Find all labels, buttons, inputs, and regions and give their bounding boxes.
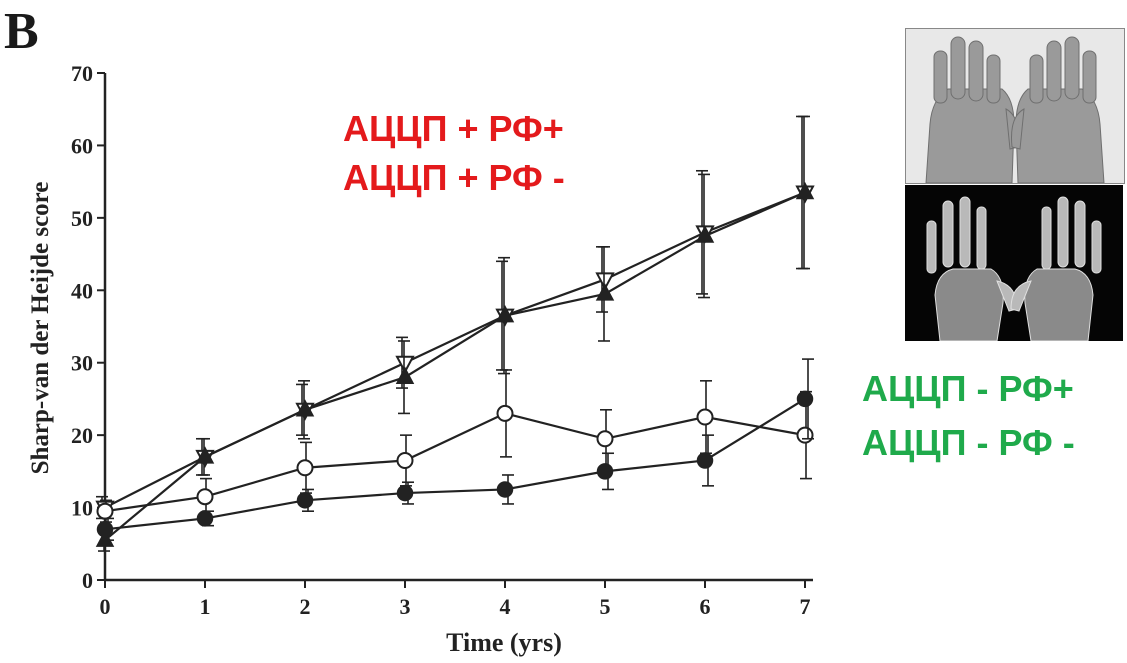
series-line-1 [104,191,806,542]
data-point-s1-7 [795,181,815,200]
data-point-s2-7 [796,426,814,444]
hands-xray [905,185,1123,341]
hands-photo-drawing [906,29,1124,183]
data-point-s3-7 [796,390,814,408]
data-point-s2-4 [496,404,514,422]
hands-xray-drawing [905,185,1123,341]
y-tick-label-0: 0 [82,568,93,593]
data-point-s2-2 [296,459,314,477]
series-line-2 [104,412,806,513]
data-point-s3-4 [496,481,514,498]
data-point-s1-4 [495,305,515,323]
legend-label-acpa-pos-rf-pos: АЦЦП + РФ+ [343,108,564,149]
data-point-s1-3 [395,366,415,384]
panel-label: B [4,3,39,60]
data-point-s3-3 [396,484,414,502]
y-tick-label-2: 20 [71,423,93,448]
chart-series [95,115,815,552]
hands-photo [905,28,1125,184]
data-point-s1-1 [195,446,215,464]
data-point-s1-5 [595,283,615,301]
legend-label-acpa-pos-rf-neg: АЦЦП + РФ - [343,157,565,198]
x-tick-label-5: 5 [600,594,611,619]
data-point-s1-6 [695,225,715,243]
series-3 [96,358,814,541]
data-point-s2-6 [696,408,714,426]
y-tick-label-3: 30 [71,351,93,376]
data-point-s2-3 [396,451,414,469]
data-point-s2-5 [596,430,614,448]
data-point-s2-0 [96,502,114,520]
x-axis-label: Time (yrs) [446,628,562,657]
data-point-s1-2 [295,399,315,417]
y-tick-label-6: 60 [71,133,93,158]
x-tick-label-4: 4 [500,594,511,619]
series-1 [95,115,815,552]
legend-label-acpa-neg-rf-neg: АЦЦП - РФ - [862,422,1075,463]
x-tick-label-3: 3 [400,594,411,619]
x-tick-label-7: 7 [800,594,811,619]
x-tick-label-2: 2 [300,594,311,619]
y-tick-label-1: 10 [71,496,93,521]
data-point-s3-6 [696,452,714,469]
data-point-s0-3 [395,355,415,374]
data-point-s2-1 [196,488,214,506]
y-tick-label-7: 70 [71,61,93,86]
y-tick-label-5: 50 [71,206,93,231]
data-point-s3-1 [196,510,214,527]
data-point-s3-0 [96,521,114,538]
data-point-s0-5 [595,272,615,291]
y-axis-label: Sharp-van der Heijde score [27,182,54,475]
data-point-s3-2 [296,492,314,509]
series-line-3 [104,397,806,531]
x-tick-label-0: 0 [100,594,111,619]
x-tick-label-6: 6 [700,594,711,619]
data-point-s3-5 [596,463,614,480]
x-tick-label-1: 1 [200,594,211,619]
data-point-s1-0 [95,529,115,547]
legend-label-acpa-neg-rf-pos: АЦЦП - РФ+ [862,368,1074,409]
y-tick-label-4: 40 [71,278,93,303]
